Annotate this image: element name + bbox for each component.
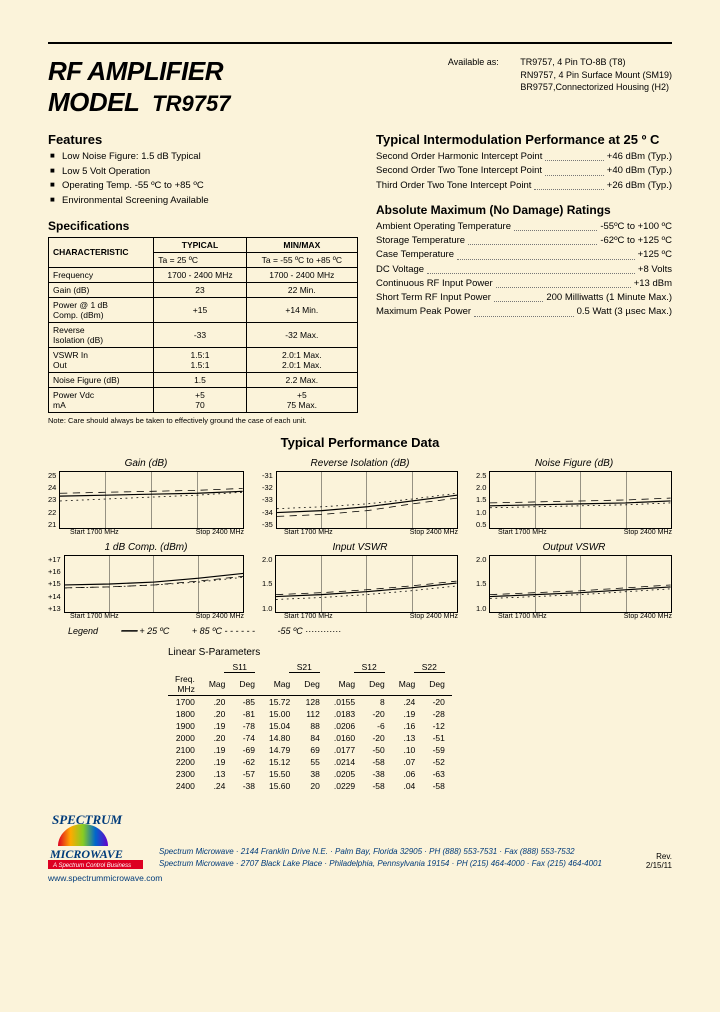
top-rule <box>48 42 672 44</box>
sparam-table: S11 S21 S12 S22 Freq. MHzMagDegMagDegMag… <box>168 661 452 792</box>
perf-heading: Typical Performance Data <box>48 435 672 450</box>
sparam-row: 2100.19-6914.7969.0177-50.10-59 <box>168 744 452 756</box>
model-number: TR9757 <box>152 91 230 116</box>
specs-note: Note: Care should always be taken to eff… <box>48 416 358 425</box>
sparam-row: 2300.13-5715.5038.0205-38.06-63 <box>168 768 452 780</box>
spec-row: Gain (dB)2322 Min. <box>49 282 358 297</box>
chart: Gain (dB)2524232221Start 1700 MHzStop 24… <box>48 458 244 536</box>
rating-row: Second Order Harmonic Intercept Point+46… <box>376 150 672 164</box>
sparam-col-row: Freq. MHzMagDegMagDegMagDegMagDeg <box>168 673 452 696</box>
header: RF AMPLIFIER MODEL TR9757 Available as: … <box>48 56 672 118</box>
title-line2: MODEL TR9757 <box>48 87 230 118</box>
chart-grid: Gain (dB)2524232221Start 1700 MHzStop 24… <box>48 458 672 620</box>
chart: Input VSWR2.01.51.0Start 1700 MHzStop 24… <box>262 542 458 620</box>
chart: Output VSWR2.01.51.0Start 1700 MHzStop 2… <box>476 542 672 620</box>
svg-text:A Spectrum Control Business: A Spectrum Control Business <box>52 863 131 869</box>
title-block: RF AMPLIFIER MODEL TR9757 <box>48 56 230 118</box>
spec-row: Frequency1700 - 2400 MHz1700 - 2400 MHz <box>49 267 358 282</box>
datasheet-page: RF AMPLIFIER MODEL TR9757 Available as: … <box>0 0 720 905</box>
sparam-group-row: S11 S21 S12 S22 <box>168 661 452 673</box>
sparam-row: 2000.20-7414.8084.0160-20.13-51 <box>168 732 452 744</box>
spec-row: Power Vdc mA+5 70+5 75 Max. <box>49 387 358 412</box>
features-list: Low Noise Figure: 1.5 dB TypicalLow 5 Vo… <box>48 150 358 209</box>
sparam-row: 1800.20-8115.00112.0183-20.19-28 <box>168 708 452 720</box>
intermod-list: Second Order Harmonic Intercept Point+46… <box>376 150 672 193</box>
sparam-row: 2200.19-6215.1255.0214-58.07-52 <box>168 756 452 768</box>
chart: 1 dB Comp. (dBm)+17+16+15+14+13Start 170… <box>48 542 244 620</box>
rating-row: Storage Temperature-62ºC to +125 ºC <box>376 234 672 248</box>
feature-item: Operating Temp. -55 ºC to +85 ºC <box>48 179 358 194</box>
rating-row: Third Order Two Tone Intercept Point+26 … <box>376 179 672 193</box>
feature-item: Environmental Screening Available <box>48 194 358 209</box>
spec-row: Reverse Isolation (dB)-33-32 Max. <box>49 322 358 347</box>
features-heading: Features <box>48 132 358 147</box>
footer-addresses: Spectrum Microwave · 2144 Franklin Drive… <box>159 846 630 870</box>
chart-legend: Legend ━━━ + 25 ºC + 85 ºC - - - - - - -… <box>68 626 672 637</box>
sparam-row: 1700.20-8515.72128.01558.24-20 <box>168 695 452 708</box>
title-line1: RF AMPLIFIER <box>48 56 230 87</box>
rating-row: Second Order Two Tone Intercept Point+40… <box>376 164 672 178</box>
available-as: Available as: TR9757, 4 Pin TO-8B (T8) R… <box>448 56 672 94</box>
sparam-row: 2400.24-3815.6020.0229-58.04-58 <box>168 780 452 792</box>
chart: Reverse Isolation (dB)-31-32-33-34-35Sta… <box>262 458 458 536</box>
sparam-row: 1900.19-7815.0488.0206-6.16-12 <box>168 720 452 732</box>
spectrum-logo: SPECTRUM MICROWAVE A Spectrum Control Bu… <box>48 810 143 870</box>
right-col: Typical Intermodulation Performance at 2… <box>376 132 672 425</box>
spec-row: VSWR In Out1.5:1 1.5:12.0:1 Max. 2.0:1 M… <box>49 347 358 372</box>
rating-row: DC Voltage+8 Volts <box>376 263 672 277</box>
rating-row: Continuous RF Input Power+13 dBm <box>376 277 672 291</box>
rating-row: Ambient Operating Temperature-55ºC to +1… <box>376 220 672 234</box>
svg-text:MICROWAVE: MICROWAVE <box>49 847 123 861</box>
intermod-heading: Typical Intermodulation Performance at 2… <box>376 132 672 147</box>
absmax-heading: Absolute Maximum (No Damage) Ratings <box>376 203 672 217</box>
left-col: Features Low Noise Figure: 1.5 dB Typica… <box>48 132 358 425</box>
rating-row: Maximum Peak Power0.5 Watt (3 µsec Max.) <box>376 305 672 319</box>
specs-table: CHARACTERISTIC TYPICAL MIN/MAX Ta = 25 º… <box>48 237 358 413</box>
specs-heading: Specifications <box>48 219 358 233</box>
sparam-heading: Linear S-Parameters <box>168 647 672 658</box>
spec-row: Power @ 1 dB Comp. (dBm)+15+14 Min. <box>49 297 358 322</box>
feature-item: Low 5 Volt Operation <box>48 165 358 180</box>
main-columns: Features Low Noise Figure: 1.5 dB Typica… <box>48 132 672 425</box>
footer: SPECTRUM MICROWAVE A Spectrum Control Bu… <box>48 810 672 870</box>
website: www.spectrummicrowave.com <box>48 873 672 883</box>
rating-row: Short Term RF Input Power200 Milliwatts … <box>376 291 672 305</box>
revision: Rev. 2/15/11 <box>646 852 672 870</box>
absmax-list: Ambient Operating Temperature-55ºC to +1… <box>376 220 672 320</box>
chart: Noise Figure (dB)2.52.01.51.00.5Start 17… <box>476 458 672 536</box>
rating-row: Case Temperature+125 ºC <box>376 248 672 262</box>
feature-item: Low Noise Figure: 1.5 dB Typical <box>48 150 358 165</box>
spec-row: Noise Figure (dB)1.52.2 Max. <box>49 372 358 387</box>
